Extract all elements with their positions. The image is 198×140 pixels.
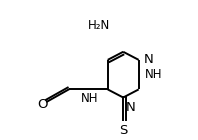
Text: N: N — [126, 101, 136, 114]
Text: NH: NH — [81, 92, 98, 105]
Text: N: N — [144, 53, 154, 66]
Text: NH: NH — [145, 68, 162, 81]
Text: O: O — [37, 98, 48, 111]
Text: H₂N: H₂N — [88, 19, 110, 32]
Text: S: S — [119, 124, 127, 137]
